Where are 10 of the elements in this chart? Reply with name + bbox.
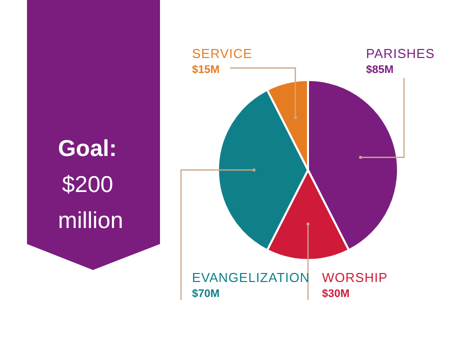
data-label: $70M [192,288,220,300]
data-label: $15M [192,64,220,76]
slice-label: WORSHIP [322,270,388,285]
text: Goal: [58,135,117,161]
slice-label: SERVICE [192,46,252,61]
slice-label: EVANGELIZATION [192,270,310,285]
data-label: $30M [322,288,350,300]
slice-label: PARISHES [366,46,435,61]
text: $200 million [58,171,124,233]
data-label: $85M [366,64,394,76]
